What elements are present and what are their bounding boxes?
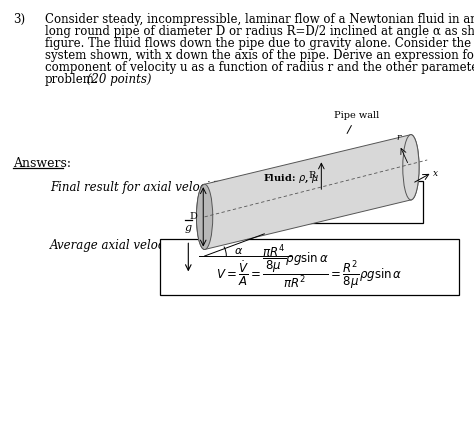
Text: R: R (309, 171, 316, 180)
FancyBboxPatch shape (214, 181, 423, 223)
Text: problem.: problem. (45, 73, 99, 86)
Text: $u = \dfrac{\rho g \sin\alpha}{4\mu}\left(R^2 - r^2\right)$: $u = \dfrac{\rho g \sin\alpha}{4\mu}\lef… (254, 185, 383, 218)
Text: D: D (189, 212, 197, 221)
Ellipse shape (196, 184, 213, 249)
Text: Answers:: Answers: (13, 157, 71, 170)
Text: (20 points): (20 points) (83, 73, 152, 86)
Text: Pipe wall: Pipe wall (334, 111, 379, 133)
Text: x: x (433, 169, 438, 178)
Polygon shape (196, 135, 419, 249)
FancyBboxPatch shape (160, 239, 459, 295)
Text: $V = \dfrac{\dot{V}}{A} = \dfrac{\dfrac{\pi R^4}{8\mu}\rho g \sin\alpha}{\pi R^2: $V = \dfrac{\dot{V}}{A} = \dfrac{\dfrac{… (216, 243, 403, 291)
Text: Consider steady, incompressible, laminar flow of a Newtonian fluid in an infinit: Consider steady, incompressible, laminar… (45, 13, 474, 26)
Text: g: g (185, 223, 192, 232)
Ellipse shape (403, 135, 419, 200)
Text: component of velocity u as a function of radius r and the other parameters of th: component of velocity u as a function of… (45, 61, 474, 74)
Text: r: r (397, 133, 401, 142)
Text: $\alpha$: $\alpha$ (234, 246, 243, 256)
Text: 3): 3) (13, 13, 25, 26)
Text: Average axial velocity:: Average axial velocity: (50, 239, 185, 252)
Text: system shown, with x down the axis of the pipe. Derive an expression for the x-: system shown, with x down the axis of th… (45, 49, 474, 62)
Text: Fluid: $\rho$, $\mu$: Fluid: $\rho$, $\mu$ (264, 173, 319, 185)
Text: Final result for axial velocity:: Final result for axial velocity: (50, 181, 226, 194)
Text: figure. The fluid flows down the pipe due to gravity alone. Consider the coordin: figure. The fluid flows down the pipe du… (45, 37, 474, 50)
Text: long round pipe of diameter D or radius R=D/2 inclined at angle α as shown in th: long round pipe of diameter D or radius … (45, 25, 474, 38)
